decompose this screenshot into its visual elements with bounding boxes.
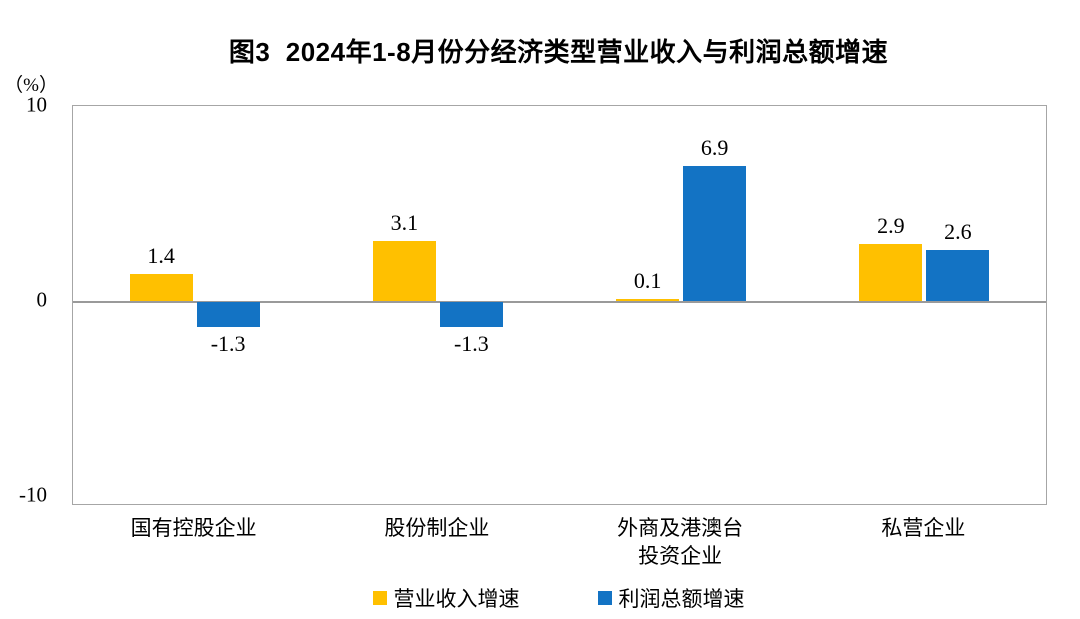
value-label-利润总额增速-外商及港澳台投资企业: 6.9 (700, 135, 729, 161)
value-label-利润总额增速-股份制企业: -1.3 (453, 331, 489, 357)
bar-利润总额增速-国有控股企业 (196, 302, 260, 328)
y-tick-label-0: 0 (36, 287, 48, 312)
value-label-营业收入增速-国有控股企业: 1.4 (147, 242, 175, 268)
bar-营业收入增速-股份制企业 (372, 240, 436, 301)
value-label-利润总额增速-私营企业: 2.6 (944, 219, 972, 245)
category-label-外商及港澳台投资企业: 外商及港澳台 投资企业 (617, 516, 744, 569)
revenue-series-swatch (372, 591, 387, 605)
category-label-股份制企业: 股份制企业 (384, 516, 490, 540)
legend-item-profit: 利润总额增速 (597, 583, 745, 613)
bar-利润总额增速-外商及港澳台投资企业 (683, 166, 747, 301)
profit-series-swatch (597, 591, 612, 605)
value-label-营业收入增速-股份制企业: 3.1 (390, 209, 419, 235)
bar-利润总额增速-股份制企业 (439, 302, 503, 328)
legend-item-revenue: 营业收入增速 (372, 583, 520, 613)
value-label-利润总额增速-国有控股企业: -1.3 (210, 331, 246, 357)
category-label-国有控股企业: 国有控股企业 (130, 516, 257, 540)
bar-利润总额增速-私营企业 (926, 250, 990, 301)
category-label-私营企业: 私营企业 (881, 516, 966, 540)
y-axis-unit-label: （%） (4, 75, 58, 96)
chart-title: 图3 2024年1-8月份分经济类型营业收入与利润总额增速 (228, 37, 889, 67)
zero-gridline (73, 301, 1046, 303)
bar-营业收入增速-外商及港澳台投资企业 (616, 299, 680, 301)
value-label-营业收入增速-私营企业: 2.9 (877, 213, 905, 239)
profit-series-label: 利润总额增速 (618, 587, 745, 611)
legend: 营业收入增速 利润总额增速 (72, 583, 1045, 613)
bar-营业收入增速-国有控股企业 (129, 273, 193, 301)
value-label-营业收入增速-外商及港澳台投资企业: 0.1 (633, 268, 662, 293)
y-tick-label--10: -10 (19, 482, 47, 507)
bar-营业收入增速-私营企业 (859, 244, 923, 301)
y-tick-label-10: 10 (26, 92, 47, 117)
plot-area: 1.4 -1.3 3.1 -1.3 0.1 6.9 2.9 2.6 (72, 105, 1047, 505)
revenue-series-label: 营业收入增速 (393, 587, 520, 611)
